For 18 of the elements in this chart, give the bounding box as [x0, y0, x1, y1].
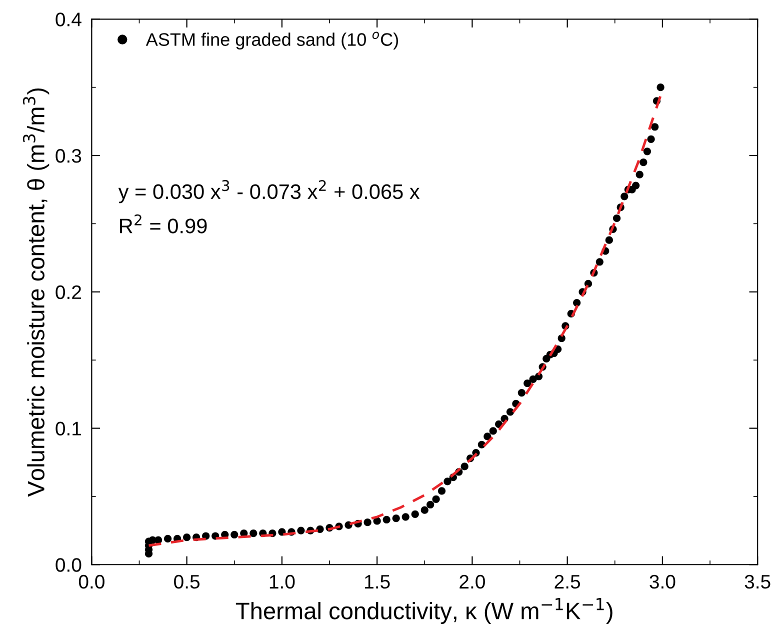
- y-tick-label: 0.3: [56, 148, 82, 163]
- x-tick-label: 3.5: [744, 574, 770, 589]
- x-tick-label: 3.0: [650, 574, 676, 589]
- x-tick-label: 2.5: [554, 574, 580, 589]
- x-tick-label: 0.5: [174, 574, 200, 589]
- legend-label: ASTM fine graded sand (10 $^{o}$C): [146, 32, 398, 50]
- x-axis-title: Thermal conductivity, κ (W m$^{−1}$K$^{−1}$): [236, 598, 612, 624]
- y-tick-label: 0.0: [56, 558, 82, 572]
- x-tick-label: 1.0: [270, 574, 295, 589]
- x-tick-label: 2.0: [460, 574, 485, 589]
- y-axis-title: Volumetric moisture content, θ (m$^{3}$/m$^{3}$): [22, 88, 50, 497]
- y-tick-label: 0.1: [56, 422, 82, 436]
- annotation: y = 0.030 x$^{3}$ - 0.073 x$^{2}$ + 0.065 x: [118, 180, 420, 204]
- x-tick-label: 1.5: [365, 575, 390, 589]
- x-tick-label: 0.0: [78, 574, 104, 589]
- y-tick-label: 0.2: [56, 285, 81, 300]
- annotation: R$^{2}$ = 0.99: [120, 214, 207, 234]
- y-tick-label: 0.4: [56, 12, 82, 26]
